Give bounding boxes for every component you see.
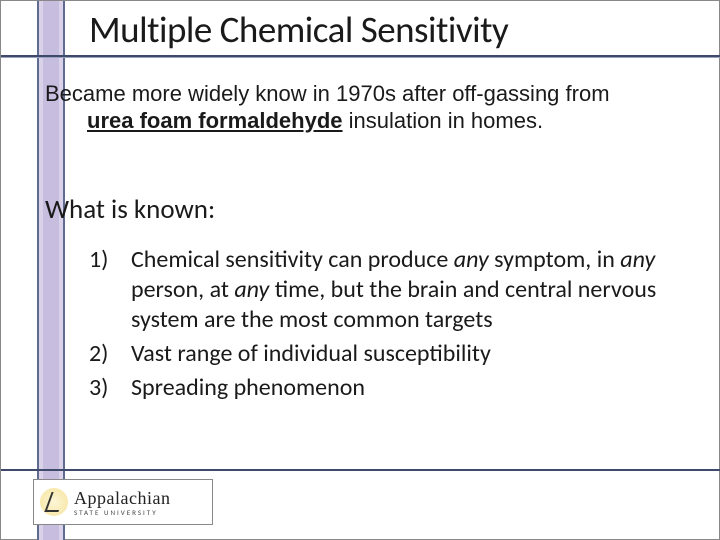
bottom-rule (1, 469, 720, 471)
list-item: 1) Chemical sensitivity can produce any … (89, 245, 669, 335)
t: symptom, in (489, 245, 621, 274)
t: person, at (131, 275, 234, 304)
list-text: Vast range of individual susceptibility (131, 339, 669, 369)
em: any (620, 245, 655, 274)
list-text: Chemical sensitivity can produce any sym… (131, 245, 669, 335)
list-item: 2) Vast range of individual susceptibili… (89, 339, 669, 369)
slide: Multiple Chemical Sensitivity Became mor… (0, 0, 720, 540)
list-number: 3) (89, 373, 131, 403)
list-item: 3) Spreading phenomenon (89, 373, 669, 403)
numbered-list: 1) Chemical sensitivity can produce any … (89, 245, 669, 407)
logo-text: Appalachian STATE UNIVERSITY (74, 489, 170, 516)
logo-sub: STATE UNIVERSITY (74, 509, 170, 516)
em: any (234, 275, 269, 304)
intro-paragraph: Became more widely know in 1970s after o… (45, 81, 685, 135)
title-rule-light (1, 57, 720, 58)
list-number: 2) (89, 339, 131, 369)
subheading: What is known: (45, 193, 215, 226)
logo-main: Appalachian (74, 489, 170, 507)
intro-emphasis: urea foam formaldehyde (87, 108, 343, 133)
list-number: 1) (89, 245, 131, 335)
slide-title: Multiple Chemical Sensitivity (89, 7, 689, 52)
intro-line1: Became more widely know in 1970s after o… (45, 81, 610, 106)
logo-mark-icon (40, 488, 68, 516)
university-logo: Appalachian STATE UNIVERSITY (33, 479, 213, 525)
intro-after: insulation in homes. (343, 108, 544, 133)
list-text: Spreading phenomenon (131, 373, 669, 403)
em: any (454, 245, 489, 274)
t: Chemical sensitivity can produce (131, 245, 454, 274)
